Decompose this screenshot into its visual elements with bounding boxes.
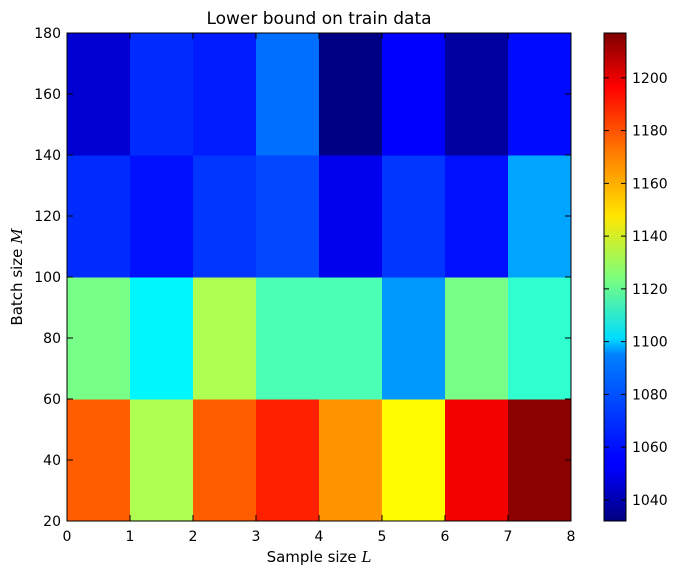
heatmap-cell xyxy=(256,155,320,278)
x-axis-label: Sample size L xyxy=(267,548,372,566)
heatmap-cell xyxy=(382,155,446,278)
y-tick-label: 140 xyxy=(34,148,61,164)
heatmap-cell xyxy=(67,277,131,400)
colorbar-tick-label: 1100 xyxy=(632,335,668,351)
heatmap-cell xyxy=(508,399,572,522)
heatmap-cells xyxy=(67,33,572,522)
heatmap-cell xyxy=(67,33,131,156)
x-tick-label: 8 xyxy=(567,529,576,545)
chart-title: Lower bound on train data xyxy=(206,9,431,29)
x-tick-label: 1 xyxy=(126,529,135,545)
heatmap-cell xyxy=(256,277,320,400)
heatmap-cell xyxy=(130,33,194,156)
x-tick-label: 0 xyxy=(63,529,72,545)
y-tick-label: 180 xyxy=(34,26,61,42)
heatmap-cell xyxy=(256,33,320,156)
y-tick-label: 100 xyxy=(34,270,61,286)
heatmap-cell xyxy=(508,277,572,400)
heatmap-cell xyxy=(508,155,572,278)
heatmap-cell xyxy=(130,399,194,522)
heatmap-cell xyxy=(130,277,194,400)
heatmap-cell xyxy=(193,33,257,156)
heatmap-cell xyxy=(508,33,572,156)
x-tick-label: 5 xyxy=(378,529,387,545)
x-tick-label: 3 xyxy=(252,529,261,545)
x-tick-label: 7 xyxy=(504,529,513,545)
y-tick-label: 160 xyxy=(34,87,61,103)
heatmap-cell xyxy=(319,155,383,278)
colorbar-tick-label: 1080 xyxy=(632,387,668,403)
y-tick-label: 80 xyxy=(43,331,61,347)
heatmap-cell xyxy=(193,399,257,522)
y-tick-label: 40 xyxy=(43,453,61,469)
heatmap-cell xyxy=(67,155,131,278)
colorbar-tick-label: 1120 xyxy=(632,282,668,298)
heatmap-cell xyxy=(319,33,383,156)
heatmap-cell xyxy=(445,33,509,156)
x-tick-label: 6 xyxy=(441,529,450,545)
colorbar-tick-label: 1180 xyxy=(632,124,668,140)
heatmap-cell xyxy=(445,155,509,278)
colorbar-tick-label: 1200 xyxy=(632,71,668,87)
y-tick-label: 120 xyxy=(34,209,61,225)
y-tick-label: 60 xyxy=(43,392,61,408)
y-tick-label: 20 xyxy=(43,514,61,530)
heatmap-cell xyxy=(256,399,320,522)
heatmap-cell xyxy=(382,277,446,400)
heatmap-cell xyxy=(193,155,257,278)
heatmap-cell xyxy=(319,277,383,400)
heatmap-cell xyxy=(319,399,383,522)
colorbar-ticks: 1040 1060 1080 1100 1120 1140 1160 1180 1200 xyxy=(604,71,668,509)
colorbar-tick-label: 1160 xyxy=(632,176,668,192)
heatmap-cell xyxy=(382,399,446,522)
heatmap-cell xyxy=(130,155,194,278)
heatmap-cell xyxy=(382,33,446,156)
heatmap-cell xyxy=(67,399,131,522)
colorbar-tick-label: 1060 xyxy=(632,440,668,456)
heatmap-cell xyxy=(445,399,509,522)
x-axis-ticks: 0 1 2 3 4 5 6 7 8 xyxy=(63,33,576,545)
colorbar xyxy=(603,32,627,522)
colorbar-tick-label: 1040 xyxy=(632,493,668,509)
heatmap-cell xyxy=(445,277,509,400)
colorbar-tick-label: 1140 xyxy=(632,229,668,245)
x-tick-label: 4 xyxy=(315,529,324,545)
y-axis-ticks: 20 40 60 80 100 120 140 160 180 xyxy=(34,26,571,530)
y-axis-label: Batch size M xyxy=(8,228,26,326)
heatmap-cell xyxy=(193,277,257,400)
x-tick-label: 2 xyxy=(189,529,198,545)
